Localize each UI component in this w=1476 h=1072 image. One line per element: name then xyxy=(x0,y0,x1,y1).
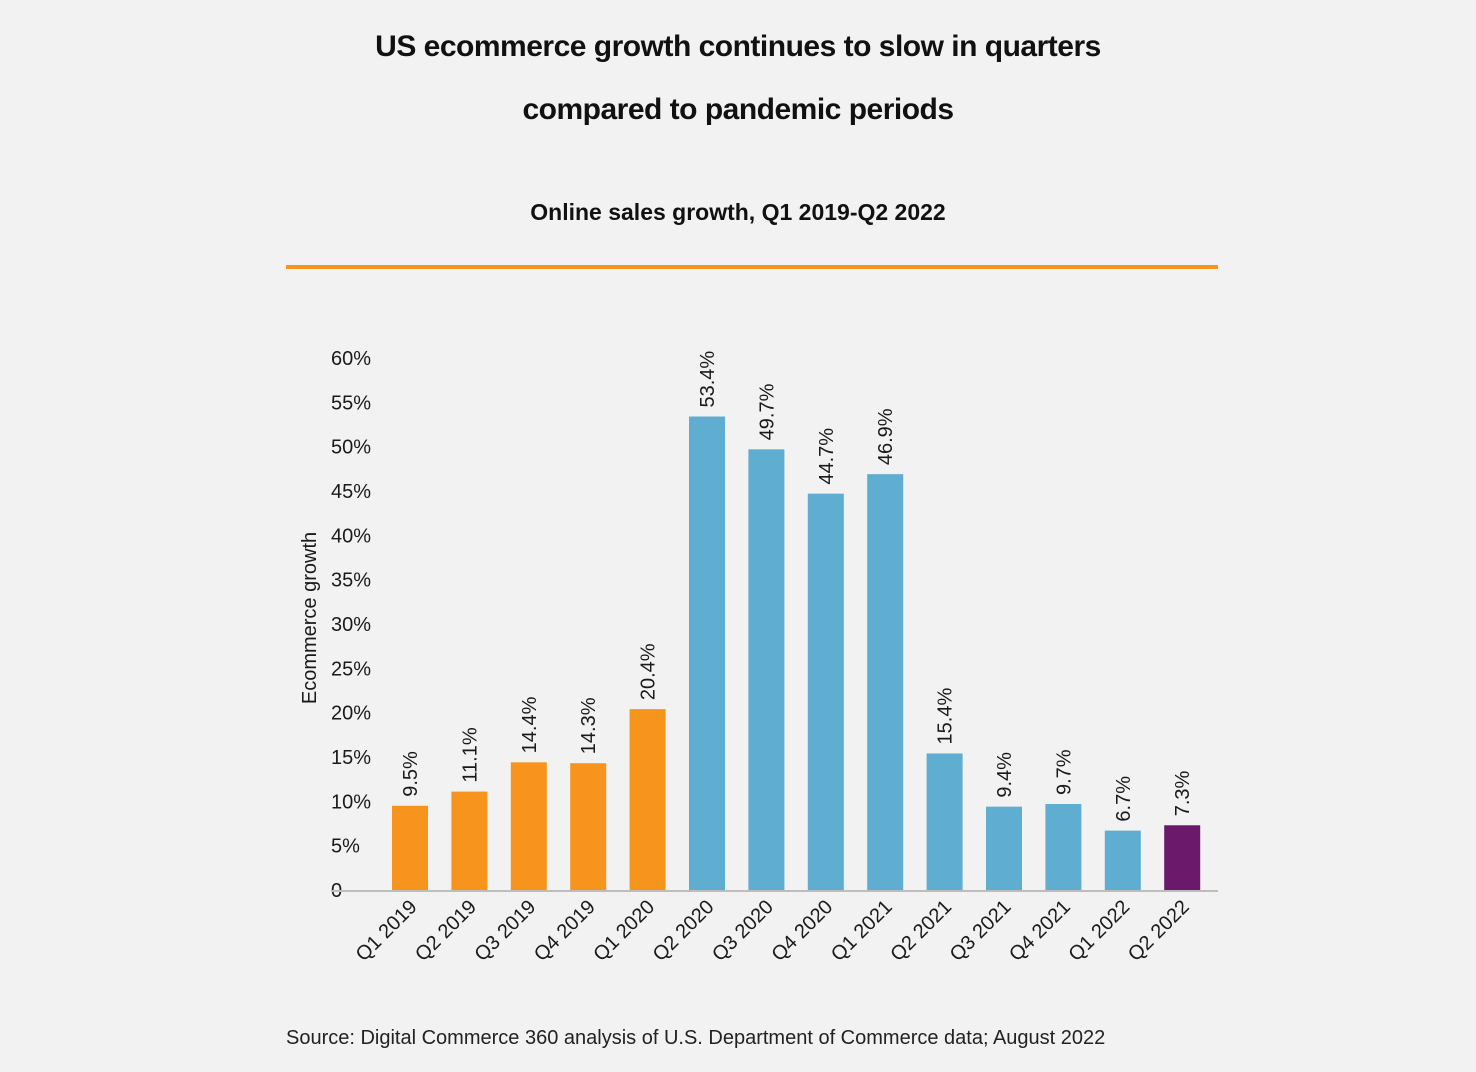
bar-value-label: 15.4% xyxy=(935,688,957,745)
accent-divider xyxy=(286,265,1218,269)
y-tick-label: 15% xyxy=(331,747,371,769)
y-tick-label: 55% xyxy=(331,392,371,414)
bar-value-label: 46.9% xyxy=(875,408,897,465)
y-tick-label: 5% xyxy=(331,836,360,858)
bar xyxy=(748,449,785,890)
bar-value-label: 14.4% xyxy=(519,696,541,753)
chart-title-line2: compared to pandemic periods xyxy=(522,93,954,126)
y-tick-label: 35% xyxy=(331,570,371,592)
chart-title-line1: US ecommerce growth continues to slow in… xyxy=(375,30,1101,63)
x-tick-label: Q4 2020 xyxy=(768,896,838,966)
x-tick-label: Q2 2022 xyxy=(1124,896,1194,966)
bar-value-label: 9.7% xyxy=(1053,749,1075,795)
x-tick-label: Q1 2022 xyxy=(1065,896,1135,966)
bar-value-label: 11.1% xyxy=(459,727,481,782)
bar xyxy=(629,709,666,890)
x-tick-label: Q3 2021 xyxy=(946,896,1016,966)
bar xyxy=(926,753,963,890)
source-note: Source: Digital Commerce 360 analysis of… xyxy=(286,1027,1106,1049)
bar xyxy=(689,416,725,890)
y-tick-label: 30% xyxy=(331,614,371,636)
bar xyxy=(986,806,1022,890)
bar xyxy=(451,791,488,890)
bar-value-label: 7.3% xyxy=(1172,770,1194,816)
y-tick-label: 10% xyxy=(331,791,371,813)
bar-value-label: 44.7% xyxy=(816,428,838,485)
bar xyxy=(392,805,428,890)
bar xyxy=(1104,830,1141,890)
bars xyxy=(392,416,1201,890)
y-tick-label: 45% xyxy=(331,481,371,503)
x-tick-label: Q4 2019 xyxy=(530,896,600,966)
y-tick-label: 40% xyxy=(331,525,371,547)
bar xyxy=(867,474,904,890)
bar-value-label: 14.3% xyxy=(578,697,600,754)
bar xyxy=(510,762,547,890)
bar-value-label: 53.4% xyxy=(697,351,719,408)
y-axis-label: Ecommerce growth xyxy=(299,532,321,704)
x-tick-label: Q1 2021 xyxy=(827,896,897,966)
x-tick-label: Q3 2020 xyxy=(708,896,778,966)
x-tick-label: Q2 2020 xyxy=(649,896,719,966)
x-tick-label: Q1 2019 xyxy=(352,896,422,966)
x-tick-label: Q3 2019 xyxy=(471,896,541,966)
x-tick-label: Q2 2019 xyxy=(411,896,481,966)
bar-chart: 05%10%15%20%25%30%35%40%45%50%55%60% Eco… xyxy=(299,348,1218,966)
bar-value-label: 6.7% xyxy=(1113,776,1135,822)
y-tick-label: 20% xyxy=(331,703,371,725)
y-axis-ticks: 05%10%15%20%25%30%35%40%45%50%55%60% xyxy=(331,348,371,902)
bar-value-label: 9.4% xyxy=(994,752,1016,798)
bar-value-label: 49.7% xyxy=(756,383,778,440)
x-tick-label: Q1 2020 xyxy=(589,896,659,966)
bar-value-labels: 9.5% 11.1% 14.4% 14.3% 20.4% 53.4% 49.7% 44.7% 4… xyxy=(400,351,1194,822)
x-tick-label: Q2 2021 xyxy=(886,896,956,966)
bar xyxy=(1045,803,1082,890)
bar xyxy=(1164,825,1201,890)
y-tick-label: 50% xyxy=(331,437,371,459)
chart-subtitle: Online sales growth, Q1 2019-Q2 2022 xyxy=(530,199,946,225)
y-tick-label: 25% xyxy=(331,658,371,680)
bar xyxy=(570,763,607,890)
bar-value-label: 20.4% xyxy=(638,643,660,700)
bar-value-label: 9.5% xyxy=(400,751,422,797)
bar xyxy=(807,493,844,890)
x-tick-label: Q4 2021 xyxy=(1005,896,1075,966)
y-tick-label: 60% xyxy=(331,348,371,370)
